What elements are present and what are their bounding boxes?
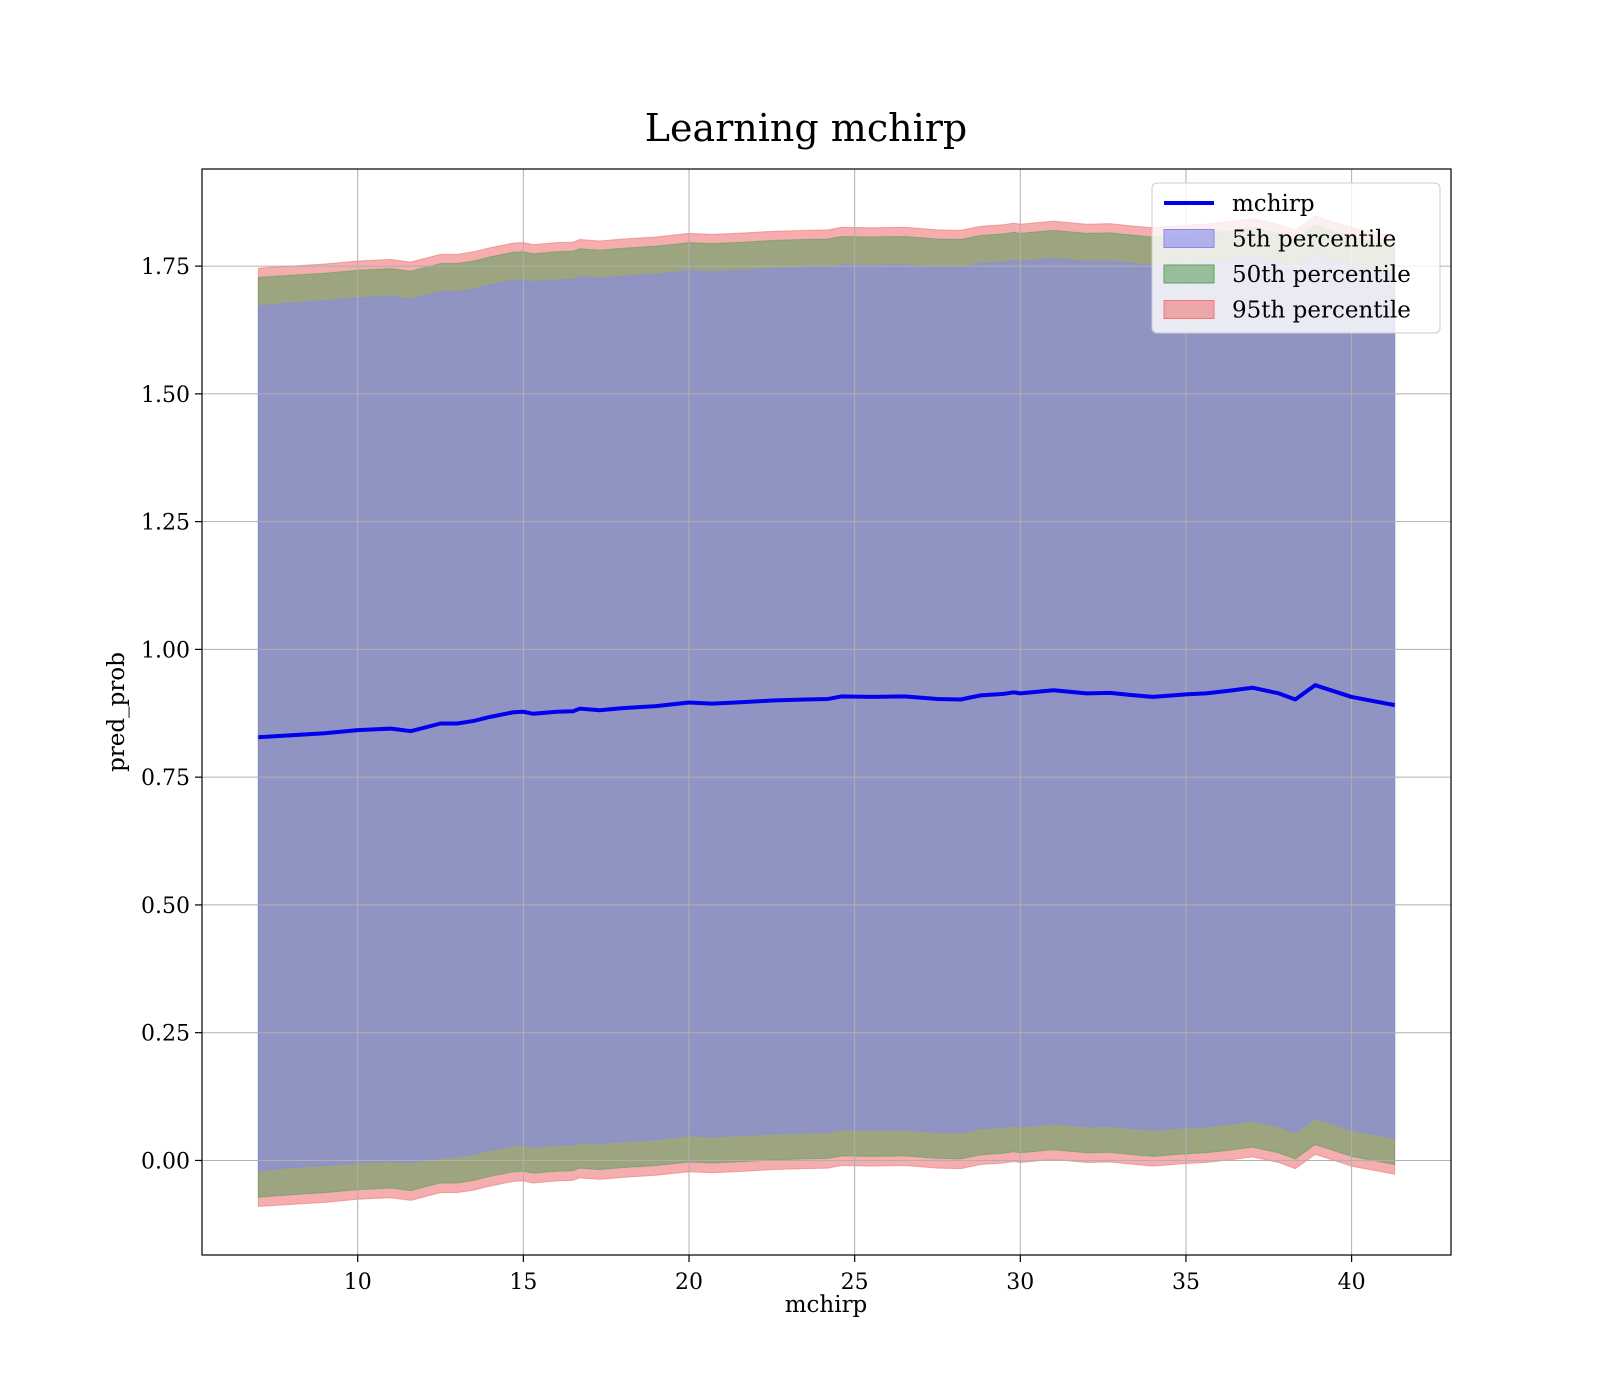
y-tick-label: 1.50 bbox=[141, 383, 190, 408]
y-tick-label: 1.25 bbox=[141, 511, 190, 536]
x-tick-label: 30 bbox=[1006, 1270, 1034, 1295]
y-tick-label: 1.75 bbox=[141, 255, 190, 280]
legend-entry: 50th percentile bbox=[1163, 262, 1411, 288]
plot-frame bbox=[201, 168, 1452, 1256]
chart-title: Learning mchirp bbox=[645, 106, 967, 150]
legend-entry: 95th percentile bbox=[1163, 298, 1411, 324]
x-tick-label: 25 bbox=[841, 1270, 869, 1295]
y-tick-label: 0.75 bbox=[141, 766, 190, 791]
band-5th-percentile bbox=[257, 252, 1396, 1172]
legend-entry: 5th percentile bbox=[1163, 227, 1396, 253]
x-tick-label: 10 bbox=[344, 1270, 372, 1295]
legend: mchirp 5th percentile 50th percentile 95th … bbox=[1151, 182, 1441, 334]
y-tick-label: 0.25 bbox=[141, 1022, 190, 1047]
legend-patch-swatch bbox=[1163, 264, 1215, 284]
legend-entry: mchirp bbox=[1164, 191, 1315, 217]
y-tick-label: 0.00 bbox=[141, 1149, 190, 1174]
x-tick-label: 35 bbox=[1172, 1270, 1200, 1295]
x-tick-label: 40 bbox=[1338, 1270, 1366, 1295]
legend-label: 5th percentile bbox=[1232, 227, 1396, 253]
x-axis-ticks: 10 15 20 25 30 35 40 bbox=[344, 1255, 1366, 1295]
legend-box bbox=[1151, 182, 1441, 334]
y-tick-label: 0.50 bbox=[141, 894, 190, 919]
legend-patch-swatch bbox=[1163, 229, 1215, 248]
series-line-mchirp bbox=[258, 683, 1396, 740]
y-axis-ticks: 0.00 0.25 0.50 0.75 1.00 1.25 1.50 1.75 bbox=[141, 255, 202, 1174]
series-lines bbox=[258, 683, 1396, 740]
percentile-bands bbox=[257, 215, 1396, 1207]
y-axis-label: pred_prob bbox=[104, 652, 130, 772]
legend-patch-swatch bbox=[1163, 300, 1215, 319]
x-tick-label: 15 bbox=[509, 1270, 537, 1295]
legend-label: mchirp bbox=[1232, 191, 1315, 217]
plot-area bbox=[201, 168, 1452, 1256]
legend-label: 50th percentile bbox=[1232, 262, 1411, 288]
x-tick-label: 20 bbox=[675, 1270, 703, 1295]
y-tick-label: 1.00 bbox=[141, 638, 190, 663]
x-axis-label: mchirp bbox=[785, 1292, 868, 1318]
legend-label: 95th percentile bbox=[1232, 298, 1411, 324]
